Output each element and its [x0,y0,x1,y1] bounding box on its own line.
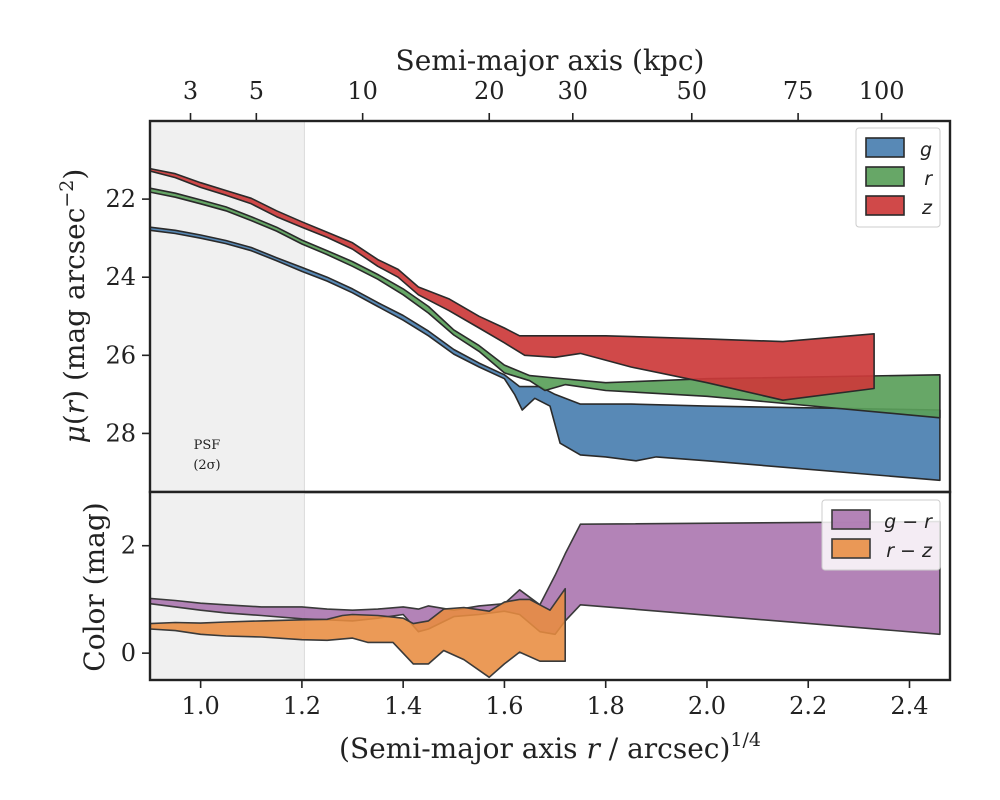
top-y-axis-title-close: ) [58,169,91,180]
legend-swatch-r [865,166,905,187]
top-y-axis-title-r: r [58,399,91,414]
top-x-tick-label: 10 [347,77,378,105]
x-tick-label: 1.2 [283,692,321,720]
top-y-axis-title-rest: ) (mag arcsec [58,208,91,401]
top-y-axis-title-paren-open: ( [58,414,91,425]
top-y-axis-title-exp: −2 [56,180,78,208]
color-y-tick-label: 0 [121,639,136,667]
bottom-x-axis-title-var: r [586,732,601,765]
color-y-tick-label: 2 [121,532,136,560]
bottom-y-axis-title: Color (mag) [78,502,111,671]
band-g-surface-brightness [150,226,941,482]
band-r-surface-brightness [150,187,941,419]
x-tick-label: 2.2 [789,692,827,720]
legend-swatch-z [865,195,905,216]
x-tick-label: 1.4 [384,692,422,720]
x-tick-label: 1.8 [587,692,625,720]
surface-brightness-panel: 22 24 26 28 3 5 10 20 30 50 75 100 grz [105,77,952,494]
legend-label-z: z [921,197,933,219]
x-tick-label: 2.0 [688,692,726,720]
surface-brightness-y-tick-label: 24 [105,263,136,291]
top-x-tick-label: 100 [859,77,905,105]
psf-label-line1: PSF [194,438,221,453]
bottom-x-axis-title-exp: 1/4 [730,729,761,751]
top-x-tick-label: 75 [783,77,814,105]
color-frame [148,490,952,682]
bottom-x-axis-title-rest: / arcsec) [600,732,731,765]
legend-label-r-z: r − z [886,540,933,562]
legend-swatch-g-r [831,509,871,530]
color-plot-area [150,492,941,680]
legend-label-r: r [924,168,933,190]
top-x-tick-label: 3 [183,77,198,105]
surface-brightness-y-tick-label: 28 [105,419,136,447]
color-panel: 0 2 1.0 1.2 1.4 1.6 1.8 2.0 2.2 2.4 g − r r − z [121,490,952,720]
band-r-z-color [150,587,567,679]
psf-shaded-region [150,121,305,492]
band-z-surface-brightness [150,167,875,402]
top-x-tick-label: 20 [474,77,505,105]
bottom-x-axis-title-main: (Semi-major axis [339,732,586,765]
psf-label-line2: (2σ) [193,458,220,473]
legend-swatch-g [865,137,905,158]
top-axis-title: Semi-major axis (kpc) [396,44,705,77]
color-legend: g − r r − z [821,499,941,571]
surface-brightness-y-tick-label: 22 [105,185,136,213]
legend-label-g-r: g − r [884,511,933,533]
surface-brightness-plot-area [150,121,941,492]
legend-label-g: g [920,139,932,161]
x-tick-label: 1.6 [485,692,523,720]
legend-swatch-r-z [831,538,871,559]
top-y-axis-title: μ(r) (mag arcsec−2) [56,169,91,444]
top-x-tick-label: 5 [249,77,264,105]
top-x-tick-label: 30 [558,77,589,105]
bottom-x-axis-title: (Semi-major axis r / arcsec)1/4 [339,729,761,765]
top-y-axis-title-mu: μ [58,425,91,443]
psf-shaded-region [150,492,305,680]
surface-brightness-legend: grz [855,127,941,228]
x-tick-label: 1.0 [182,692,220,720]
x-tick-label: 2.4 [890,692,928,720]
surface-brightness-y-tick-label: 26 [105,341,136,369]
top-x-tick-label: 50 [676,77,707,105]
